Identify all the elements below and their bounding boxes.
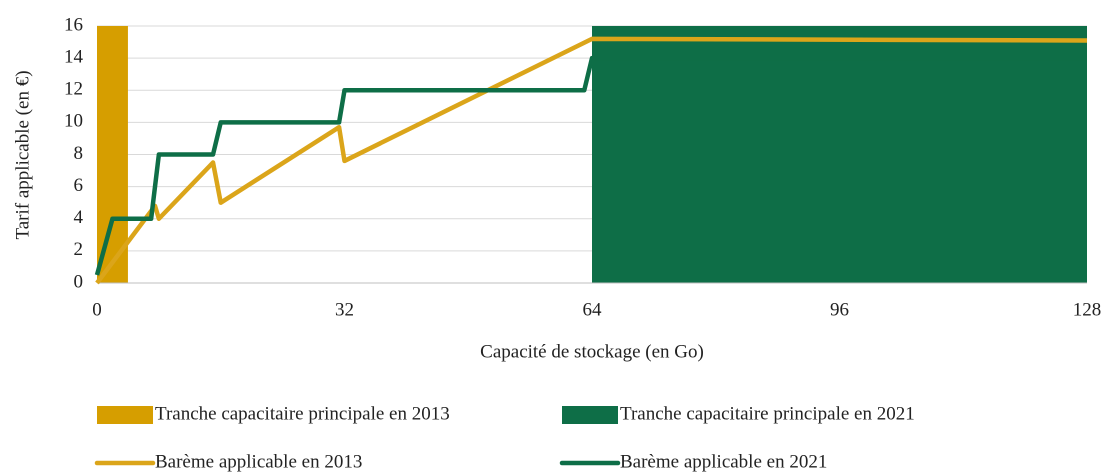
x-tick-label: 0: [92, 299, 102, 320]
x-tick-label: 128: [1073, 299, 1102, 320]
y-tick-label: 8: [74, 143, 84, 164]
y-tick-label: 16: [64, 14, 83, 35]
x-tick-label: 64: [583, 299, 603, 320]
band: [592, 26, 1087, 283]
legend-label: Barème applicable en 2021: [620, 451, 827, 472]
y-tick-label: 6: [74, 175, 84, 196]
legend-label: Barème applicable en 2013: [155, 451, 362, 472]
legend-swatch: [562, 406, 618, 424]
x-axis-label: Capacité de stockage (en Go): [480, 341, 704, 362]
x-tick-label: 96: [830, 299, 849, 320]
y-axis-label: Tarif applicable (en €): [12, 70, 33, 239]
line: [94, 55, 1087, 276]
line: [95, 36, 1088, 285]
y-tick-label: 0: [74, 271, 84, 292]
legend-swatch: [97, 406, 153, 424]
y-tick-label: 12: [64, 79, 83, 100]
x-tick-label: 32: [335, 299, 354, 320]
legend-label: Tranche capacitaire principale en 2021: [620, 403, 915, 424]
y-tick-label: 2: [74, 239, 84, 260]
y-tick-label: 14: [64, 46, 84, 67]
band: [97, 26, 128, 283]
y-tick-label: 4: [74, 207, 84, 228]
y-tick-label: 10: [64, 111, 83, 132]
legend-label: Tranche capacitaire principale en 2013: [155, 403, 450, 424]
